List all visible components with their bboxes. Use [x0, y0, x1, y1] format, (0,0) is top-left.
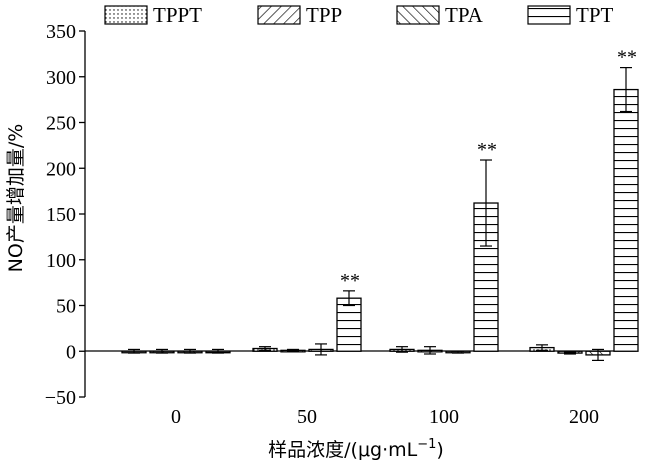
y-tick-label: 200: [46, 158, 76, 180]
y-tick-label: 300: [46, 67, 76, 89]
legend-swatch-tpt: [527, 5, 571, 25]
legend-label-tpp: TPP: [306, 3, 342, 27]
y-ticks: −50 0 50 100 150 200 250 300 350: [45, 21, 85, 409]
significance-label: **: [340, 270, 360, 292]
bars: [121, 88, 639, 356]
legend-item-tpp: TPP: [257, 3, 342, 27]
legend-swatch-tpp: [257, 5, 301, 25]
x-tick-label: 50: [297, 406, 317, 428]
significance-label: **: [477, 139, 497, 161]
x-axis-title-main: 样品浓度/(μg·mL: [268, 439, 418, 461]
y-tick-label: 50: [56, 296, 76, 318]
y-tick-label: 150: [46, 204, 76, 226]
y-tick-label: −50: [45, 387, 76, 409]
legend-item-tpt: TPT: [527, 3, 614, 27]
y-axis-title: NO产量增加量/%: [5, 124, 27, 273]
legend-item-tppt: TPPT: [104, 3, 202, 27]
y-tick-label: 100: [46, 250, 76, 272]
legend-item-tpa: TPA: [396, 3, 484, 27]
error-bars: [128, 66, 632, 361]
x-axis-title-close: ): [436, 439, 443, 461]
significance-markers: ** ** **: [340, 47, 637, 292]
y-tick-label: 350: [46, 21, 76, 43]
x-tick-labels: 0 50 100 200: [171, 406, 599, 428]
y-tick-label: 0: [66, 341, 76, 363]
y-tick-label: 250: [46, 113, 76, 135]
legend-label-tpa: TPA: [445, 3, 484, 27]
legend-swatch-tpa: [396, 5, 440, 25]
x-axis-title: 样品浓度/(μg·mL−1): [268, 437, 444, 461]
legend-label-tppt: TPPT: [153, 3, 202, 27]
legend: TPPT TPP TPA TPT: [104, 3, 614, 27]
bar-tpt: [613, 88, 639, 352]
x-tick-label: 200: [569, 406, 599, 428]
legend-label-tpt: TPT: [576, 3, 614, 27]
legend-swatch-tppt: [104, 5, 148, 25]
x-tick-label: 0: [171, 406, 181, 428]
bar-tpt: [336, 297, 362, 352]
x-axis-title-sup: −1: [417, 437, 436, 452]
x-tick-label: 100: [429, 406, 459, 428]
significance-label: **: [617, 47, 637, 69]
